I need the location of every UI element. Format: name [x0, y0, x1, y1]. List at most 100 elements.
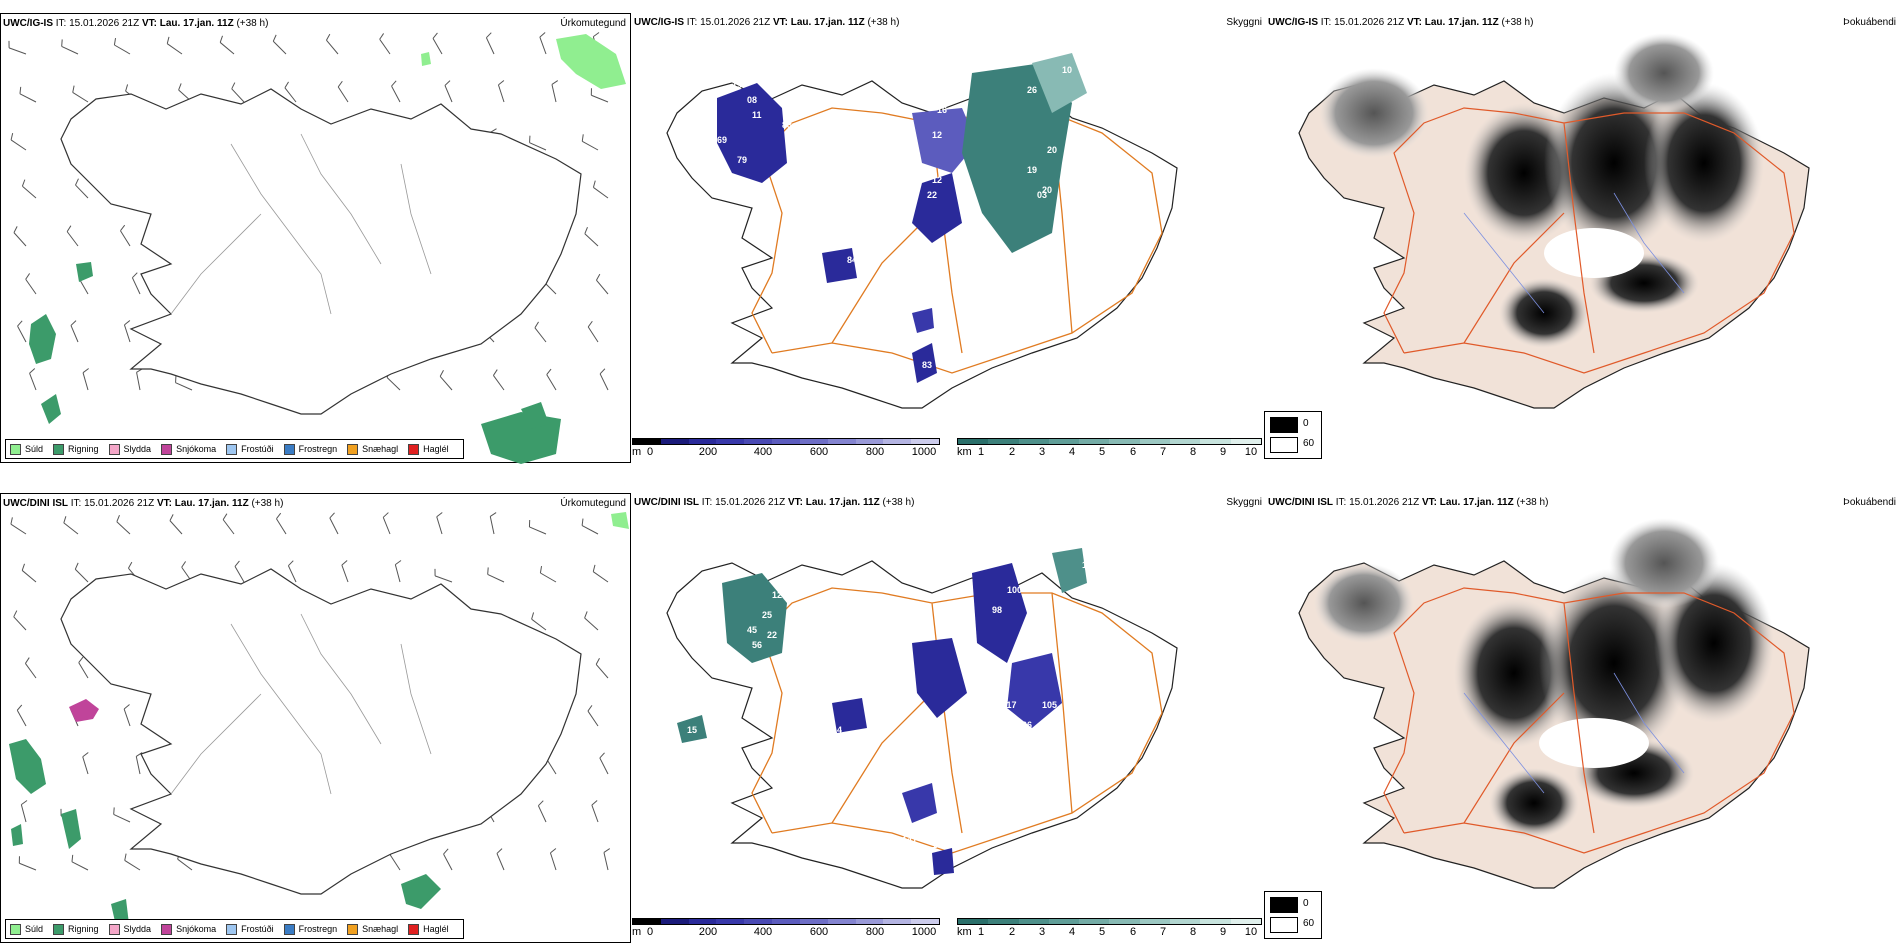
colorbar-tick: 8	[1189, 926, 1197, 938]
wind-barb	[341, 564, 349, 583]
colorbar-tick: 400	[753, 926, 773, 938]
wind-barb-feather	[16, 704, 23, 711]
wind-barb-feather	[534, 321, 539, 329]
visibility-value-label: 83	[782, 120, 792, 130]
visibility-value-label: 20	[1047, 145, 1057, 155]
visibility-value-labels: 19 08 11 83 69 79 12 16 10 20 19 20 18 03 22 18 84 83 26 12…	[717, 65, 1082, 370]
legend-item: Súld	[10, 923, 44, 935]
wind-barb-feather	[82, 752, 89, 758]
colorbar-tick: 2	[1008, 926, 1016, 938]
visibility-value-label: 45	[747, 625, 757, 635]
colorbar-segment	[855, 919, 884, 924]
colorbar-unit: km	[957, 446, 972, 458]
fog-legend-value: 0	[1303, 898, 1309, 909]
wind-barb	[587, 710, 599, 727]
wind-barb-feather	[222, 513, 228, 520]
wind-barb	[391, 85, 401, 103]
visibility-value-label: 19	[1027, 165, 1037, 175]
colorbar-segment	[1170, 919, 1201, 924]
wind-barb	[595, 664, 609, 679]
wind-barb	[10, 523, 27, 535]
wind-barb-feather	[75, 178, 79, 186]
colorbar-km: km 1 2 3 4 5 6 7 8 9 10	[957, 436, 1262, 458]
wind-barb	[123, 324, 131, 343]
visibility-value-label: 18	[1062, 175, 1072, 185]
wind-barb-feather	[581, 134, 584, 142]
legend-label: Frostúði	[241, 444, 274, 454]
legend-label: Frostregn	[298, 444, 338, 454]
colorbar-segment	[883, 919, 912, 924]
model-name: UWC/DINI ISL	[1268, 497, 1333, 508]
wind-barb	[485, 37, 495, 55]
legend-item: Haglél	[408, 923, 449, 935]
wind-barb-feather	[329, 512, 335, 519]
wind-barb	[432, 38, 443, 55]
legend-label: Slydda	[123, 444, 152, 454]
precip-legend: Súld Rigning Slydda Snjókoma Frostúði Fr…	[5, 919, 464, 939]
fog-index-panel-top: UWC/IG-IS IT: 15.01.2026 21Z VT: Lau. 17…	[1264, 13, 1900, 463]
colorbar-km-bar	[957, 438, 1262, 445]
vt-label: VT:	[1406, 17, 1422, 28]
wind-barb	[123, 708, 131, 727]
wind-barb-feather	[113, 807, 115, 815]
wind-barb-feather	[337, 80, 343, 88]
legend-item: Súld	[10, 443, 43, 455]
colorbar-segment	[1109, 919, 1140, 924]
visibility-panel-bottom: UWC/DINI ISL IT: 15.01.2026 21Z VT: Lau.…	[632, 493, 1262, 943]
legend-item: Slydda	[108, 923, 151, 935]
it-label: IT:	[1320, 17, 1332, 28]
colorbar-segment	[772, 919, 800, 924]
iceland-coastline	[60, 568, 582, 895]
wind-barb-feather	[584, 611, 588, 619]
legend-label: Frostregn	[298, 924, 338, 934]
wind-barb	[394, 564, 401, 583]
wind-barb	[136, 372, 141, 391]
panel-title: UWC/DINI ISL IT: 15.01.2026 21Z VT: Lau.…	[634, 497, 914, 508]
wind-barb-feather	[234, 560, 240, 567]
visibility-value-label: 93	[917, 710, 927, 720]
wind-barb	[584, 233, 599, 247]
colorbar-segment	[1200, 439, 1231, 444]
colorbar-tick: 3	[1038, 926, 1046, 938]
wind-barb	[529, 526, 547, 535]
colorbar-segment	[660, 439, 689, 444]
colorbar-segment	[883, 439, 912, 444]
wind-barb	[596, 279, 609, 295]
visibility-value-label: 12	[932, 175, 942, 185]
precip-drizzle-areas	[421, 34, 626, 89]
visibility-value-label: 15	[687, 725, 697, 735]
wind-barb	[17, 325, 27, 343]
wind-barb-feather	[135, 752, 143, 757]
it-value: 15.01.2026 21Z	[69, 18, 140, 29]
panel-title: UWC/DINI ISL IT: 15.01.2026 21Z VT: Lau.…	[3, 498, 283, 509]
wind-barb	[582, 140, 599, 151]
panel-title: UWC/IG-IS IT: 15.01.2026 21Z VT: Lau. 17…	[634, 17, 899, 28]
legend-swatch	[347, 923, 359, 935]
colorbar-tick: 10	[1244, 446, 1258, 458]
legend-item: Haglél	[408, 443, 449, 455]
colorbar-m-bar	[632, 918, 940, 925]
colorbar-segment	[716, 439, 745, 444]
wind-barb-feather	[124, 320, 131, 326]
wind-barb	[131, 277, 141, 295]
legend-label: Súld	[25, 924, 44, 934]
colorbar-segment	[744, 919, 773, 924]
colorbar-tick: 200	[698, 446, 718, 458]
wind-barb	[25, 663, 37, 679]
visibility-value-label: 14	[832, 725, 842, 735]
visibility-value-label: 12	[932, 130, 942, 140]
wind-barb-feather	[603, 848, 611, 853]
wind-barb	[599, 757, 609, 775]
visibility-value-label: 96	[897, 730, 907, 740]
fog-legend: 0 60	[1264, 411, 1322, 459]
it-value: 15.01.2026 21Z	[700, 17, 771, 28]
wind-barb-feather	[169, 514, 174, 521]
colorbar-tick: 7	[1159, 446, 1167, 458]
vt-value: Lau. 17.jan. 11Z	[1439, 497, 1514, 508]
vt-label: VT:	[1421, 497, 1437, 508]
colorbar-segment	[1048, 439, 1080, 444]
visibility-value-label: 23	[1122, 680, 1132, 690]
colorbar-tick: 10	[1244, 926, 1258, 938]
wind-barb	[540, 572, 557, 583]
